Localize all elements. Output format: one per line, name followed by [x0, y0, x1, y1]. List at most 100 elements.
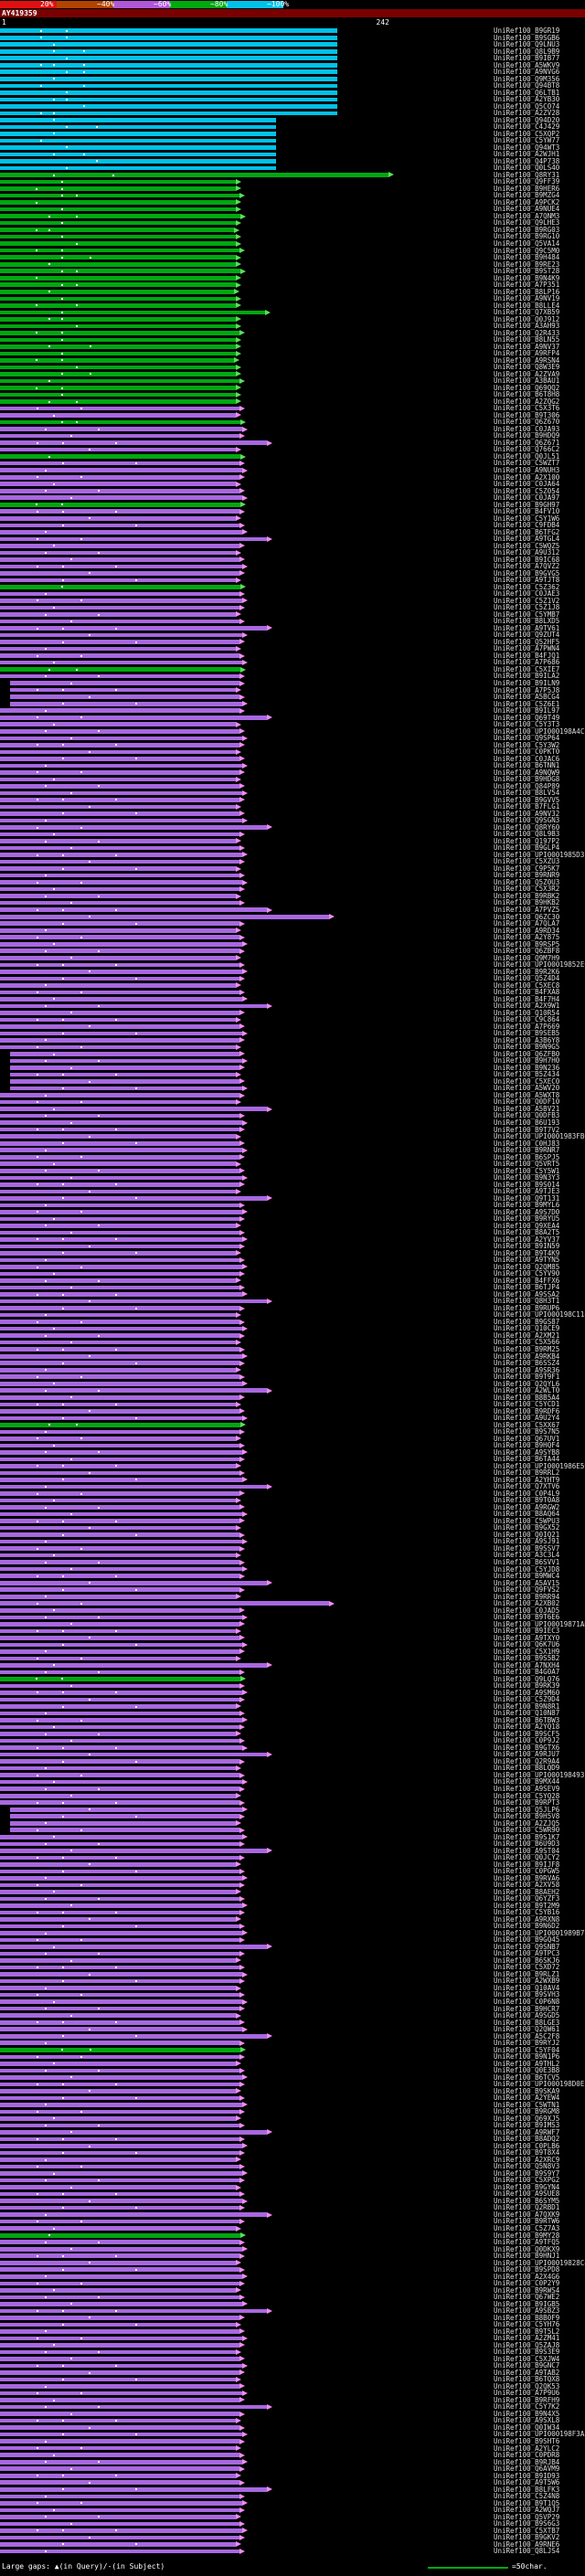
hit-label[interactable]: UniRef100_UPI000198C114: [494, 1310, 585, 1320]
alignment-bar[interactable]: [0, 866, 237, 871]
alignment-bar[interactable]: [0, 1038, 239, 1043]
hit-label[interactable]: UniRef100_C5XZU3: [494, 857, 560, 866]
hit-label[interactable]: UniRef100_B9GVV5: [494, 795, 560, 804]
hit-label[interactable]: UniRef100_B9RJB4: [494, 2457, 560, 2466]
hit-label[interactable]: UniRef100_C0P6N8: [494, 1997, 560, 2006]
alignment-bar[interactable]: [0, 474, 239, 480]
alignment-bar[interactable]: [0, 482, 237, 487]
hit-label[interactable]: UniRef100_C5XTB7: [494, 2526, 560, 2535]
alignment-bar[interactable]: [9, 1820, 237, 1826]
alignment-bar[interactable]: [0, 1505, 239, 1510]
hit-label[interactable]: UniRef100_C5Z1V2: [494, 596, 560, 605]
hit-label[interactable]: UniRef100_A9TGL4: [494, 535, 560, 544]
alignment-bar[interactable]: [0, 2535, 239, 2540]
alignment-bar[interactable]: [0, 1168, 239, 1173]
hit-label[interactable]: UniRef100_B8LXD5: [494, 617, 560, 626]
hit-label[interactable]: UniRef100_A2ZM41: [494, 2334, 560, 2343]
alignment-bar[interactable]: [0, 818, 243, 823]
hit-label[interactable]: UniRef100_A9ST04: [494, 1846, 560, 1855]
hit-label[interactable]: UniRef100_B9HCR7: [494, 2004, 560, 2013]
alignment-bar[interactable]: [0, 557, 239, 562]
hit-label[interactable]: UniRef100_B9IJF8: [494, 1860, 560, 1869]
alignment-bar[interactable]: [0, 303, 237, 308]
hit-label[interactable]: UniRef100_A9T5W6: [494, 2478, 560, 2487]
hit-label[interactable]: UniRef100_B9S7N5: [494, 1427, 560, 1436]
hit-label[interactable]: UniRef100_Q2QK53: [494, 2381, 560, 2390]
alignment-bar[interactable]: [0, 2322, 237, 2327]
alignment-bar[interactable]: [0, 454, 241, 459]
alignment-bar[interactable]: [0, 269, 241, 274]
alignment-bar[interactable]: [0, 2370, 239, 2375]
alignment-bar[interactable]: [0, 749, 237, 755]
hit-label[interactable]: UniRef100_UPI0001985D31: [494, 850, 585, 859]
hit-label[interactable]: UniRef100_C5XIE7: [494, 664, 560, 673]
hit-label[interactable]: UniRef100_B9RLZ1: [494, 1969, 560, 1978]
alignment-bar[interactable]: [0, 2082, 239, 2087]
hit-label[interactable]: UniRef100_Q9M356: [494, 74, 560, 83]
hit-label[interactable]: UniRef100_B4FFX6: [494, 1276, 560, 1285]
alignment-bar[interactable]: [0, 2047, 241, 2052]
alignment-bar[interactable]: [0, 77, 337, 81]
hit-label[interactable]: UniRef100_C5Z4N8: [494, 2492, 560, 2501]
hit-label[interactable]: UniRef100_C0PKT0: [494, 747, 560, 757]
hit-label[interactable]: UniRef100_B9H5V8: [494, 1812, 560, 1821]
alignment-bar[interactable]: [0, 1498, 237, 1503]
hit-label[interactable]: UniRef100_A9SR36: [494, 1365, 560, 1374]
hit-label[interactable]: UniRef100_C4J429: [494, 122, 560, 132]
hit-label[interactable]: UniRef100_Q8W3E9: [494, 363, 560, 372]
alignment-bar[interactable]: [0, 1244, 239, 1249]
alignment-bar[interactable]: [0, 839, 237, 843]
alignment-bar[interactable]: [0, 907, 267, 912]
hit-label[interactable]: UniRef100_B8AEH2: [494, 1887, 560, 1896]
alignment-bar[interactable]: [0, 2343, 239, 2348]
alignment-bar[interactable]: [0, 2150, 239, 2156]
hit-label[interactable]: UniRef100_A2X4G6: [494, 2272, 560, 2281]
hit-label[interactable]: UniRef100_Q9M7H9: [494, 953, 560, 962]
hit-label[interactable]: UniRef100_C5Z054: [494, 486, 560, 495]
alignment-bar[interactable]: [0, 145, 277, 150]
hit-label[interactable]: UniRef100_B9HER6: [494, 184, 560, 193]
alignment-bar[interactable]: [0, 419, 241, 425]
alignment-bar[interactable]: [0, 2432, 243, 2437]
hit-label[interactable]: UniRef100_Q7XB59: [494, 308, 560, 317]
alignment-bar[interactable]: [0, 42, 337, 48]
alignment-bar[interactable]: [0, 2041, 239, 2046]
alignment-bar[interactable]: [0, 1203, 239, 1208]
alignment-bar[interactable]: [0, 1347, 239, 1352]
alignment-bar[interactable]: [0, 447, 237, 452]
alignment-bar[interactable]: [9, 1065, 239, 1070]
hit-label[interactable]: UniRef100_Q9SNB7: [494, 1942, 560, 1951]
hit-label[interactable]: UniRef100_B9RYJ2: [494, 2039, 560, 2048]
hit-label[interactable]: UniRef100_A2ZJQ5: [494, 1818, 560, 1828]
alignment-bar[interactable]: [0, 798, 239, 802]
hit-label[interactable]: UniRef100_B8AQ64: [494, 1510, 560, 1519]
alignment-bar[interactable]: [0, 1773, 239, 1777]
hit-label[interactable]: UniRef100_C5Y7K2: [494, 2402, 560, 2412]
alignment-bar[interactable]: [0, 111, 337, 116]
hit-label[interactable]: UniRef100_Q5CO74: [494, 101, 560, 111]
hit-label[interactable]: UniRef100_B9ID93: [494, 2471, 560, 2480]
hit-label[interactable]: UniRef100_A3B6Y8: [494, 1035, 560, 1044]
hit-label[interactable]: UniRef100_B9N6D2: [494, 1922, 560, 1931]
hit-label[interactable]: UniRef100_B6TA44: [494, 1455, 560, 1464]
hit-label[interactable]: UniRef100_C5WZT7: [494, 459, 560, 468]
hit-label[interactable]: UniRef100_B9R2K6: [494, 967, 560, 976]
hit-label[interactable]: UniRef100_A9RFP4: [494, 349, 560, 358]
hit-label[interactable]: UniRef100_Q94D20: [494, 115, 560, 124]
hit-label[interactable]: UniRef100_Q84P89: [494, 781, 560, 790]
alignment-bar[interactable]: [0, 1924, 239, 1929]
hit-label[interactable]: UniRef100_A9RGW2: [494, 1502, 560, 1511]
hit-label[interactable]: UniRef100_C0JAE3: [494, 589, 560, 599]
hit-label[interactable]: UniRef100_B9N236: [494, 1063, 560, 1072]
hit-label[interactable]: UniRef100_C0P2Y9: [494, 2279, 560, 2288]
alignment-bar[interactable]: [9, 681, 239, 685]
hit-label[interactable]: UniRef100_A9NV19: [494, 294, 560, 303]
hit-label[interactable]: UniRef100_A9NV32: [494, 809, 560, 818]
hit-label[interactable]: UniRef100_B9RE23: [494, 260, 560, 269]
hit-label[interactable]: UniRef100_B6T8H8: [494, 390, 560, 399]
hit-label[interactable]: UniRef100_B9SVH3: [494, 1990, 560, 1999]
hit-label[interactable]: UniRef100_C5XQP2: [494, 129, 560, 138]
hit-label[interactable]: UniRef100_B9RPT3: [494, 1798, 560, 1807]
alignment-bar[interactable]: [0, 1910, 239, 1915]
alignment-bar[interactable]: [0, 736, 243, 741]
